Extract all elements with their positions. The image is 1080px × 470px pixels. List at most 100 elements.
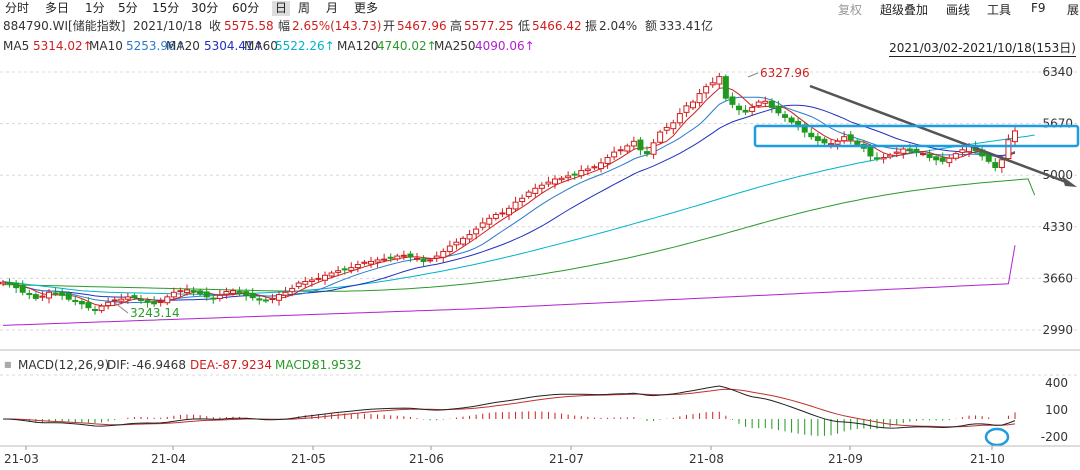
candle[interactable] (775, 100, 782, 116)
candle[interactable] (979, 146, 986, 161)
candle[interactable] (32, 292, 39, 301)
candle[interactable] (630, 136, 637, 150)
candle[interactable] (933, 153, 940, 166)
candle[interactable] (276, 291, 282, 306)
tab-9[interactable]: 月 (326, 1, 339, 15)
candle[interactable] (249, 288, 256, 301)
candle[interactable] (315, 273, 322, 282)
candle[interactable] (144, 297, 151, 308)
candle[interactable] (841, 131, 848, 144)
menu-item-1[interactable]: 超级叠加 (880, 3, 929, 17)
candle[interactable] (394, 253, 401, 262)
candle[interactable] (341, 265, 348, 275)
candle[interactable] (617, 145, 624, 155)
candle[interactable] (565, 171, 572, 182)
candle[interactable] (282, 286, 289, 299)
candle[interactable] (939, 152, 946, 165)
candle[interactable] (591, 164, 598, 171)
candle[interactable] (256, 295, 263, 305)
candle[interactable] (821, 137, 828, 146)
candle[interactable] (216, 289, 223, 302)
candle[interactable] (0, 279, 6, 287)
candle[interactable] (354, 260, 361, 273)
candle[interactable] (519, 194, 526, 207)
candle[interactable] (302, 276, 309, 289)
candle[interactable] (453, 238, 460, 250)
candle[interactable] (26, 289, 33, 300)
candle[interactable] (755, 99, 762, 108)
menu-item-5[interactable]: 展 (1067, 3, 1080, 17)
candle[interactable] (1005, 134, 1012, 162)
candle[interactable] (814, 132, 821, 146)
candle[interactable] (887, 152, 894, 160)
candle[interactable] (78, 298, 85, 310)
candle[interactable] (538, 182, 545, 194)
candle[interactable] (420, 255, 427, 267)
candle[interactable] (900, 145, 907, 159)
candle[interactable] (578, 165, 585, 179)
candle[interactable] (584, 165, 591, 176)
candle[interactable] (676, 108, 683, 126)
tab-3[interactable]: 5分 (118, 1, 138, 15)
candle[interactable] (322, 271, 328, 285)
candle[interactable] (880, 153, 887, 164)
candle[interactable] (998, 156, 1005, 173)
candle[interactable] (893, 147, 900, 158)
candle[interactable] (558, 175, 565, 182)
candle[interactable] (223, 287, 230, 299)
candle[interactable] (722, 74, 729, 101)
menu-item-4[interactable]: F9 (1031, 1, 1046, 15)
candle[interactable] (716, 72, 723, 89)
menu-item-0[interactable]: 复权 (838, 3, 863, 17)
candle[interactable] (992, 157, 999, 172)
candle[interactable] (328, 270, 335, 279)
tab-2[interactable]: 1分 (85, 1, 105, 15)
candle[interactable] (571, 171, 578, 180)
candle[interactable] (368, 256, 374, 268)
highlight-box[interactable] (753, 124, 1080, 148)
candle[interactable] (46, 289, 52, 304)
candle[interactable] (230, 288, 236, 296)
candle[interactable] (709, 77, 716, 88)
candle[interactable] (19, 280, 26, 296)
candle[interactable] (92, 305, 98, 315)
candle[interactable] (486, 214, 493, 229)
menu-item-2[interactable]: 画线 (946, 3, 971, 17)
candle[interactable] (105, 297, 112, 310)
candle[interactable] (742, 104, 749, 116)
candle[interactable] (920, 151, 926, 157)
candle[interactable] (545, 176, 552, 188)
candle[interactable] (400, 250, 407, 260)
candle[interactable] (269, 293, 276, 304)
candle[interactable] (801, 121, 808, 138)
candle[interactable] (604, 154, 611, 169)
candle[interactable] (433, 251, 440, 262)
candle[interactable] (381, 253, 388, 263)
candle[interactable] (6, 278, 13, 288)
candle[interactable] (65, 291, 72, 302)
candle[interactable] (177, 287, 184, 297)
candle[interactable] (157, 297, 164, 307)
candle[interactable] (729, 92, 736, 109)
candle[interactable] (650, 139, 657, 159)
candle[interactable] (782, 110, 788, 123)
candle[interactable] (512, 196, 519, 213)
candle[interactable] (637, 137, 644, 156)
candle[interactable] (262, 297, 269, 304)
candle[interactable] (59, 288, 66, 300)
candle[interactable] (131, 293, 138, 300)
candle[interactable] (913, 145, 920, 157)
candle[interactable] (749, 103, 756, 117)
candle[interactable] (473, 226, 480, 240)
tab-10[interactable]: 更多 (354, 1, 379, 15)
candle[interactable] (499, 208, 506, 218)
tab-7[interactable]: 日 (272, 1, 291, 16)
candle[interactable] (52, 287, 59, 297)
candle[interactable] (847, 130, 854, 145)
candle[interactable] (788, 115, 795, 125)
candle[interactable] (427, 257, 434, 264)
candle[interactable] (808, 127, 815, 140)
candle[interactable] (466, 229, 473, 243)
candle[interactable] (479, 217, 486, 231)
